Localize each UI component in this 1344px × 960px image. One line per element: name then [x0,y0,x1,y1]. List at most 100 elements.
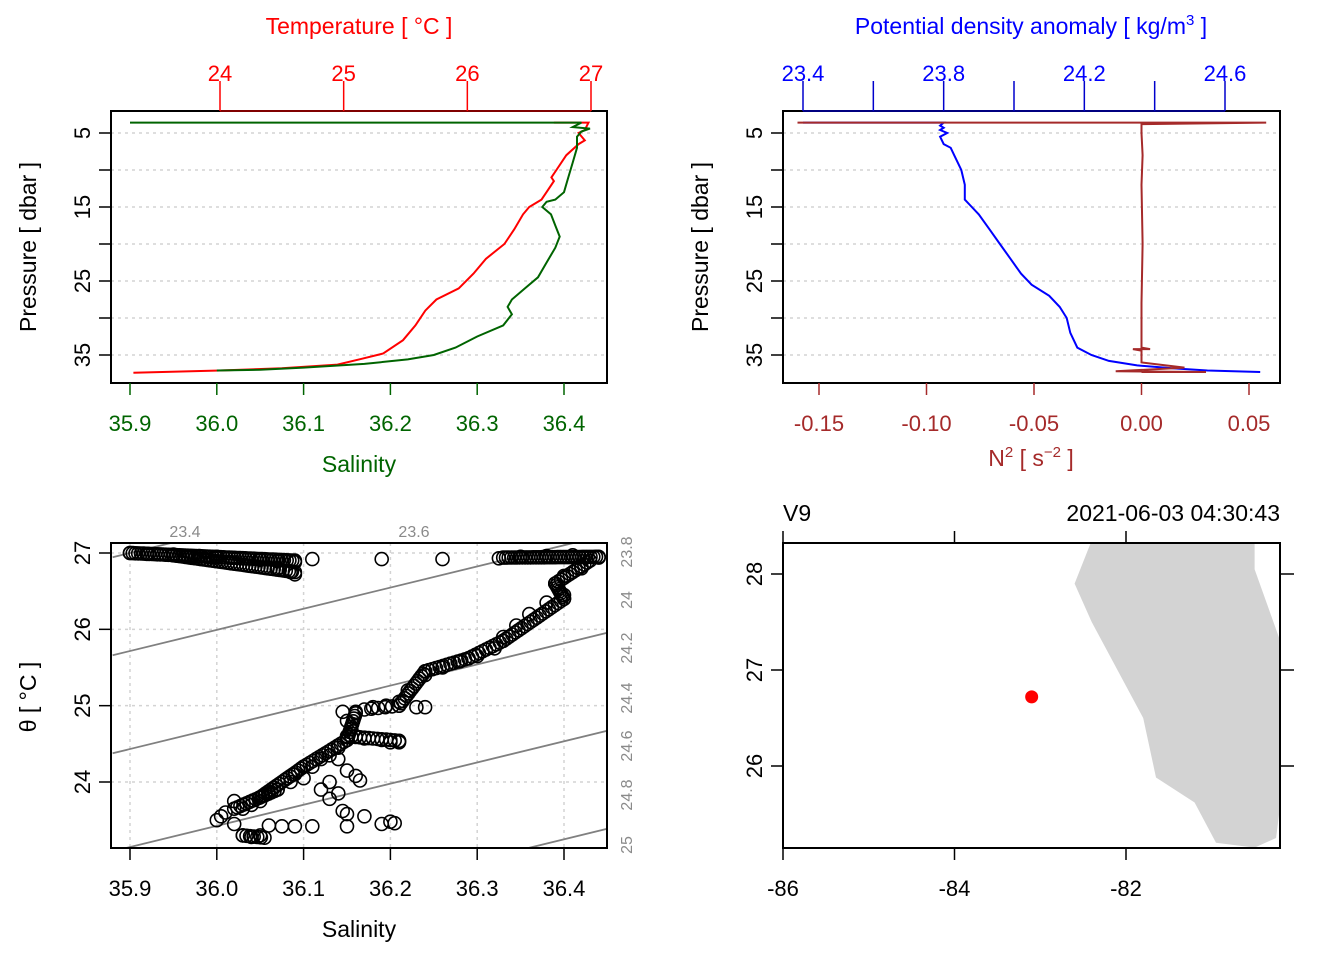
panel-density-n2-profile: Potential density anomaly [ kg/m3 ] N2 [… [687,12,1281,471]
data-point [387,733,403,748]
y-axis-tick-label: 26 [70,617,95,641]
data-point [374,551,390,567]
bottom-axis-tick-label: 36.1 [282,411,325,436]
x-axis-tick-label: 36.0 [195,876,238,901]
data-point [404,681,420,696]
bottom-axis-tick-label: -0.05 [1009,411,1059,436]
top-axis-tick-label: 24.6 [1204,61,1247,86]
isopycnal-label-top: 23.4 [169,524,200,541]
data-point [408,676,424,691]
series-temperature-line [133,121,591,374]
data-point [406,678,422,694]
data-point [412,671,427,687]
data-point [384,699,400,714]
x-axis-tick-label: 36.2 [369,876,412,901]
y-axis-tick-label: 27 [742,658,767,682]
data-point [322,774,337,790]
series-n2-line [797,121,1267,373]
data-point [399,688,414,704]
isopycnal-label-right: 25 [619,836,636,854]
data-point [370,700,386,716]
panel-station-map: V9 2021-06-03 04:30:43 -86 -84 -82 26 27 28 [742,500,1294,901]
isopycnal-line [112,631,607,755]
data-point [417,663,433,679]
top-axis-tick-label: 23.8 [922,61,965,86]
data-point [415,666,431,682]
top-axis-tick-label: 24.2 [1063,61,1106,86]
bottom-axis-tick-label: 36.4 [543,411,586,436]
y-axis-tick-label: 27 [70,541,95,565]
y-axis-tick-label: 15 [742,195,767,219]
top-axis-tick-label: 26 [455,61,479,86]
data-point [304,818,320,834]
y-axis-tick-label: 24 [70,770,95,794]
top-axis-tick-label: 27 [579,61,603,86]
data-point [417,699,433,715]
y-axis-title: θ [ °C ] [15,662,41,733]
panel-temperature-salinity-profile: Temperature [ °C ] Salinity Pressure [ d… [15,13,608,477]
isopycnal-label-right: 24.6 [619,730,636,761]
isopycnal-label-top: 23.6 [398,524,429,541]
bottom-axis-tick-label: -0.10 [901,411,951,436]
data-point [218,805,233,820]
panel-ts-diagram: Salinity θ [ °C ] 35.9 36.0 36.1 36.2 36.3 36… [15,524,636,942]
data-point [226,801,242,817]
y-axis-tick-label: 25 [742,269,767,293]
bottom-axis-tick-label: 36.2 [369,411,412,436]
y-axis-tick-label: 15 [70,195,95,219]
bottom-axis-title: N2 [ s−2 ] [988,444,1074,471]
x-axis-title: Salinity [322,916,397,942]
data-point [377,699,393,715]
isopycnal-label-right: 23.8 [619,536,636,567]
data-point [393,695,409,711]
y-axis-tick-label: 5 [742,127,767,139]
data-point [209,812,225,828]
y-axis-tick-label: 35 [70,343,95,367]
top-axis-tick-label: 25 [331,61,355,86]
plot-frame [782,542,1281,849]
series-salinity-line [130,121,591,372]
data-point [363,701,379,717]
data-point [414,668,429,684]
data-point [397,690,413,706]
isopycnal-label-right: 24.2 [619,632,636,663]
data-point [435,551,450,567]
bottom-axis-tick-label: 0.00 [1120,411,1163,436]
x-axis-tick-label: -82 [1110,876,1142,901]
y-axis-title: Pressure [ dbar ] [15,162,41,332]
top-axis-tick-label: 24 [208,61,232,86]
y-axis-tick-label: 5 [70,127,95,139]
land-polygon [1074,543,1280,848]
station-marker [1025,690,1039,704]
top-axis-title: Potential density anomaly [ kg/m3 ] [855,12,1207,39]
y-axis-tick-label: 25 [70,269,95,293]
data-point [287,818,303,834]
data-point [213,808,229,824]
data-point [391,698,407,714]
isopycnal-label-right: 24.8 [619,779,636,810]
bottom-axis-title: Salinity [322,451,397,477]
station-datetime: 2021-06-03 04:30:43 [1066,500,1280,526]
station-name: V9 [783,500,811,526]
isopycnal-label-right: 24.4 [619,682,636,713]
y-axis-tick-label: 28 [742,562,767,586]
y-axis-tick-label: 26 [742,754,767,778]
series-potential-density-anomaly-line [803,121,1261,373]
data-point [304,551,320,567]
y-axis-tick-label: 25 [70,693,95,717]
data-point [409,699,424,715]
data-point [401,686,416,701]
x-axis-tick-label: 36.3 [456,876,499,901]
data-point [391,733,407,749]
top-axis-title: Temperature [ °C ] [266,13,453,39]
data-point [287,553,303,568]
isopycnal-line [122,729,607,848]
x-axis-tick-label: 36.4 [543,876,586,901]
x-axis-tick-label: -86 [767,876,799,901]
data-point [387,815,403,831]
data-point [257,830,272,846]
data-point [383,732,398,748]
data-point [313,782,329,797]
data-point [330,786,346,801]
